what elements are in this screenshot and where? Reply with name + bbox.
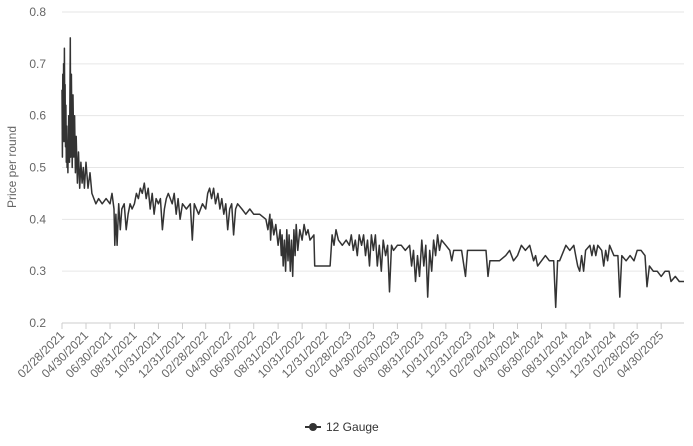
legend-marker-12-gauge [309, 423, 317, 431]
legend-label-12-gauge: 12 Gauge [326, 420, 379, 434]
y-axis-ticks: 0.2 0.3 0.4 0.5 0.6 0.7 0.8 [29, 5, 46, 330]
grid-lines [62, 11, 684, 324]
y-axis-title: Price per round [5, 126, 19, 208]
y-tick-label: 0.2 [29, 316, 46, 330]
y-tick-label: 0.7 [29, 57, 46, 71]
x-axis-ticks: 02/28/202104/30/202106/30/202108/31/2021… [15, 323, 667, 381]
series-layer [61, 37, 684, 309]
y-tick-label: 0.3 [29, 264, 46, 278]
y-tick-label: 0.4 [29, 212, 46, 226]
series-line-12-gauge [61, 37, 684, 309]
y-tick-label: 0.8 [29, 5, 46, 19]
legend[interactable]: 12 Gauge [305, 420, 379, 434]
y-tick-label: 0.6 [29, 109, 46, 123]
y-tick-label: 0.5 [29, 161, 46, 175]
